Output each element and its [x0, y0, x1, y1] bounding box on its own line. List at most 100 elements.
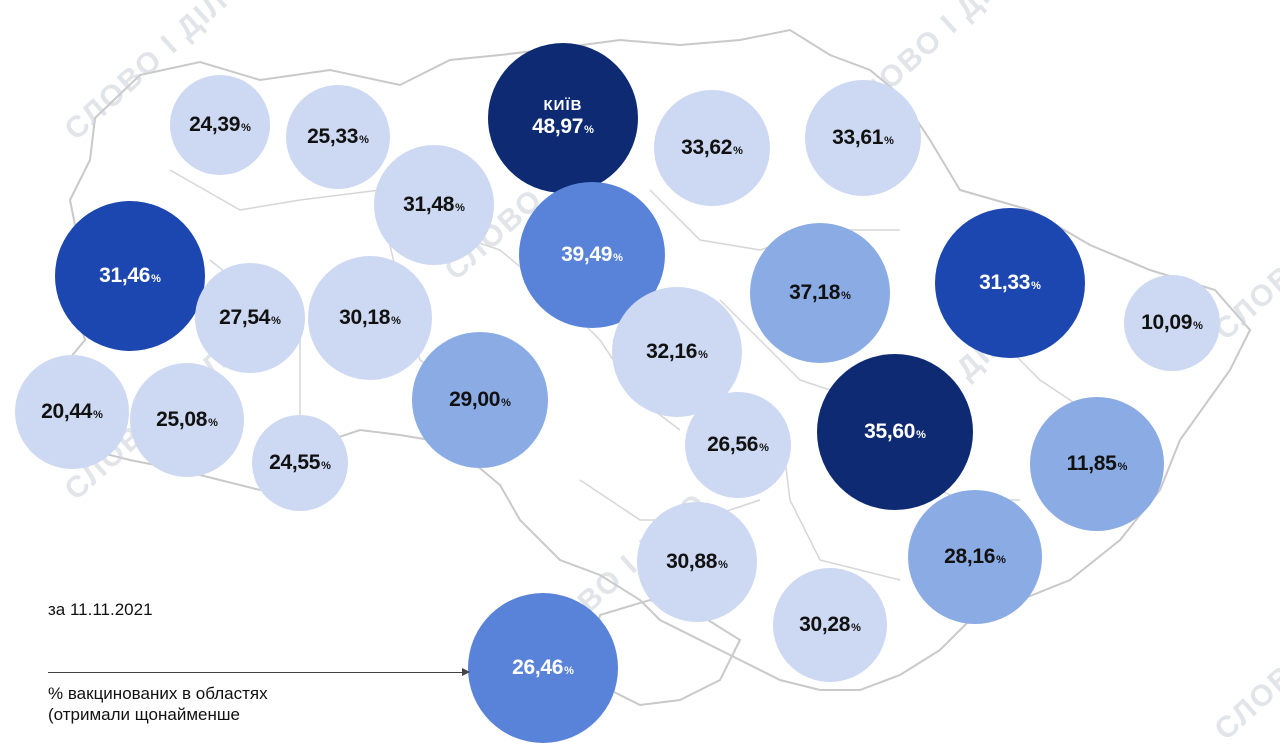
- percent-sign: %: [391, 315, 401, 327]
- percent-sign: %: [851, 622, 861, 634]
- vaccination-percent-value: 33,61: [832, 126, 884, 149]
- value-line: 31,46%: [99, 264, 161, 288]
- region-bubble: 31,48%: [374, 145, 494, 265]
- percent-sign: %: [733, 145, 743, 157]
- percent-sign: %: [841, 290, 851, 302]
- value-line: 28,16%: [944, 545, 1006, 569]
- percent-sign: %: [151, 273, 161, 285]
- value-line: 25,08%: [156, 408, 218, 432]
- value-line: 30,18%: [339, 306, 401, 330]
- value-line: 37,18%: [789, 281, 851, 305]
- value-line: 29,00%: [449, 388, 511, 412]
- percent-sign: %: [241, 122, 251, 134]
- vaccination-percent-value: 37,18: [789, 281, 841, 304]
- vaccination-percent-value: 28,16: [944, 545, 996, 568]
- region-bubble: 30,28%: [773, 568, 887, 682]
- region-bubble: 28,16%: [908, 490, 1042, 624]
- region-bubble: 10,09%: [1124, 275, 1220, 371]
- region-bubble: 25,33%: [286, 85, 390, 189]
- percent-sign: %: [884, 135, 894, 147]
- percent-sign: %: [996, 554, 1006, 566]
- value-line: 39,49%: [561, 243, 623, 267]
- value-line: 25,33%: [307, 125, 369, 149]
- region-bubble: 11,85%: [1030, 397, 1164, 531]
- region-bubble: 24,39%: [170, 75, 270, 175]
- date-label: за 11.11.2021: [48, 600, 153, 619]
- legend-text: % вакцинованих в областях (отримали щона…: [48, 683, 268, 725]
- percent-sign: %: [208, 417, 218, 429]
- vaccination-percent-value: 26,56: [707, 433, 759, 456]
- value-line: 11,85%: [1067, 452, 1128, 476]
- value-line: 27,54%: [219, 306, 281, 330]
- value-line: 33,61%: [832, 126, 894, 150]
- region-bubble: 35,60%: [817, 354, 973, 510]
- value-line: 26,56%: [707, 433, 769, 457]
- value-line: 26,46%: [512, 656, 574, 680]
- region-bubble-kyiv: КИЇВ 48,97%: [488, 43, 638, 193]
- region-bubble: 27,54%: [195, 263, 305, 373]
- percent-sign: %: [359, 134, 369, 146]
- percent-sign: %: [93, 409, 103, 421]
- region-bubble: 33,61%: [805, 80, 921, 196]
- percent-sign: %: [584, 124, 594, 136]
- region-bubble: 25,08%: [130, 363, 244, 477]
- region-bubble: 26,46%: [468, 593, 618, 743]
- percent-sign: %: [1031, 280, 1041, 292]
- vaccination-percent-value: 20,44: [41, 400, 93, 423]
- vaccination-percent-value: 31,33: [979, 271, 1031, 294]
- city-label: КИЇВ: [543, 97, 583, 114]
- percent-sign: %: [321, 460, 331, 472]
- legend-text-line: % вакцинованих в областях: [48, 684, 268, 703]
- vaccination-percent-value: 26,46: [512, 656, 564, 679]
- value-line: 10,09%: [1141, 311, 1203, 335]
- vaccination-percent-value: 31,46: [99, 264, 151, 287]
- region-bubble: 31,46%: [55, 201, 205, 351]
- region-bubble: 24,55%: [252, 415, 348, 511]
- region-bubble: 26,56%: [685, 392, 791, 498]
- region-bubble: 30,88%: [637, 502, 757, 622]
- percent-sign: %: [501, 397, 511, 409]
- percent-sign: %: [564, 665, 574, 677]
- vaccination-percent-value: 31,48: [403, 193, 455, 216]
- percent-sign: %: [916, 429, 926, 441]
- value-line: 24,55%: [269, 451, 331, 475]
- vaccination-percent-value: 35,60: [864, 420, 916, 443]
- percent-sign: %: [1117, 461, 1128, 473]
- region-bubble: 31,33%: [935, 208, 1085, 358]
- region-bubble: 29,00%: [412, 332, 548, 468]
- vaccination-percent-value: 27,54: [219, 306, 271, 329]
- region-bubble: 30,18%: [308, 256, 432, 380]
- percent-sign: %: [1193, 320, 1203, 332]
- vaccination-percent-value: 24,39: [189, 113, 241, 136]
- vaccination-percent-value: 33,62: [681, 136, 733, 159]
- vaccination-percent-value: 30,28: [799, 613, 851, 636]
- percent-sign: %: [271, 315, 281, 327]
- value-line: 24,39%: [189, 113, 251, 137]
- vaccination-percent-value: 11,85: [1066, 452, 1117, 475]
- region-bubble: 20,44%: [15, 355, 129, 469]
- value-line: 48,97%: [532, 115, 594, 139]
- value-line: 32,16%: [646, 340, 708, 364]
- percent-sign: %: [759, 442, 769, 454]
- vaccination-percent-value: 39,49: [561, 243, 613, 266]
- value-line: 35,60%: [864, 420, 926, 444]
- legend-pointer-line: [48, 672, 468, 673]
- vaccination-percent-value: 32,16: [646, 340, 698, 363]
- value-line: 20,44%: [41, 400, 103, 424]
- percent-sign: %: [698, 349, 708, 361]
- value-line: 30,88%: [666, 550, 728, 574]
- value-line: 31,33%: [979, 271, 1041, 295]
- value-line: 33,62%: [681, 136, 743, 160]
- vaccination-percent-value: 29,00: [449, 388, 501, 411]
- percent-sign: %: [718, 559, 728, 571]
- vaccination-percent-value: 30,18: [339, 306, 391, 329]
- legend-text-line: (отримали щонайменше: [48, 705, 240, 724]
- region-bubble: 37,18%: [750, 223, 890, 363]
- percent-sign: %: [455, 202, 465, 214]
- region-bubble: 33,62%: [654, 90, 770, 206]
- value-line: 31,48%: [403, 193, 465, 217]
- percent-sign: %: [613, 252, 623, 264]
- legend-pointer-arrow: [462, 668, 470, 676]
- vaccination-percent-value: 24,55: [269, 451, 321, 474]
- vaccination-percent-value: 48,97: [532, 115, 584, 138]
